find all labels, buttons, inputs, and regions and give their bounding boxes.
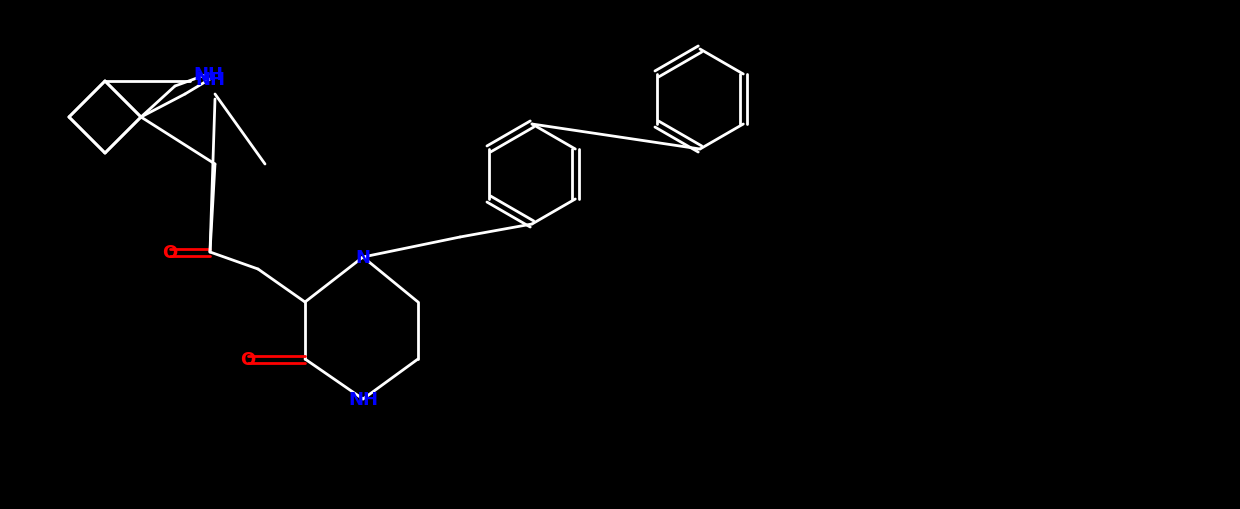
Text: NH: NH	[348, 390, 378, 408]
Text: NH: NH	[195, 71, 224, 89]
Text: O: O	[162, 243, 177, 262]
Text: N: N	[356, 248, 371, 267]
Text: NH: NH	[193, 66, 223, 84]
Text: O: O	[241, 350, 255, 369]
